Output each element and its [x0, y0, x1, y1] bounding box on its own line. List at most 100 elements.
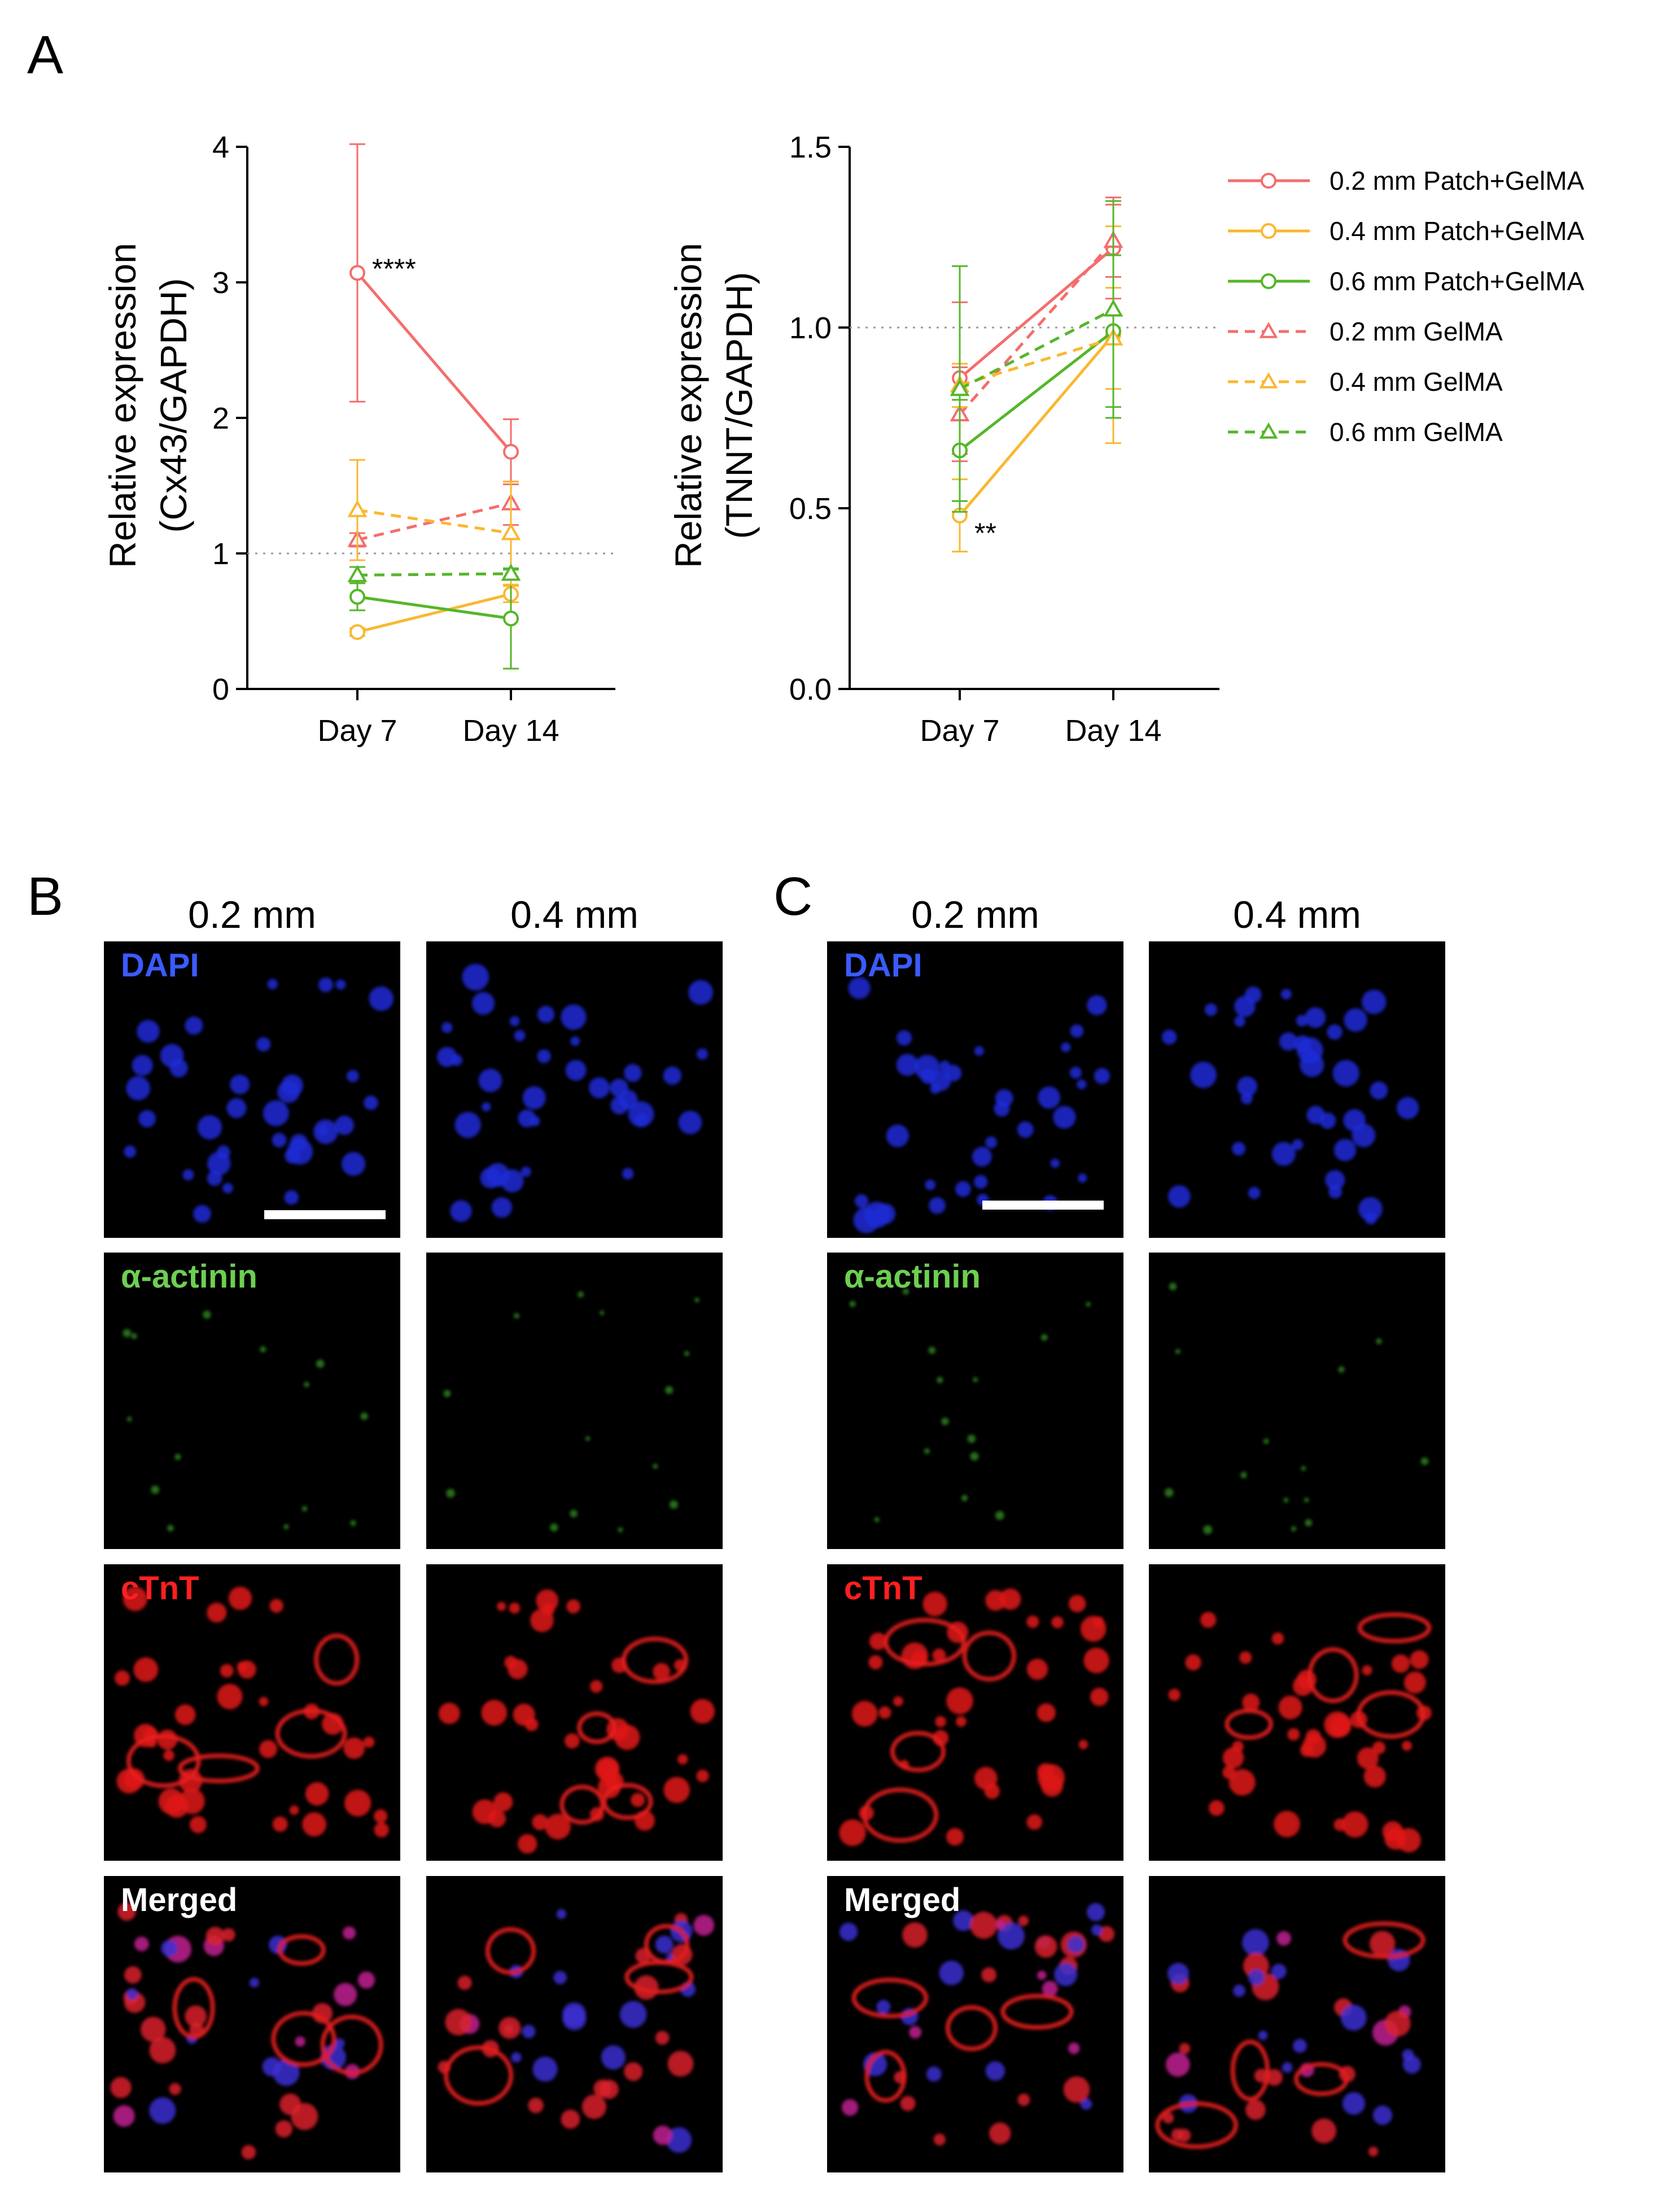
- cell-blob: [344, 1790, 371, 1817]
- cell-blob: [207, 1170, 222, 1186]
- channel-label: cTnT: [844, 1570, 922, 1607]
- cell-outline: [862, 1787, 939, 1843]
- series-line: [959, 330, 1114, 452]
- cell-blob: [305, 1782, 329, 1806]
- cell-blob: [570, 1509, 578, 1518]
- cell-blob: [369, 986, 393, 1011]
- cell-blob: [1078, 1173, 1087, 1183]
- cell-blob: [1185, 1654, 1201, 1671]
- cell-blob: [149, 2097, 176, 2124]
- cell-blob: [124, 1966, 142, 1984]
- micrograph-actinin-2: [1149, 1253, 1445, 1549]
- cell-blob: [869, 1632, 887, 1650]
- cell-signal: [839, 1588, 1109, 1846]
- cell-blob: [222, 1183, 233, 1194]
- cell-blob: [1287, 1728, 1300, 1741]
- legend-label: 0.4 mm GelMA: [1330, 367, 1503, 396]
- cell-blob: [529, 1115, 540, 1127]
- cell-blob: [1245, 2100, 1266, 2120]
- cell-blob: [318, 977, 334, 992]
- series-2: [952, 225, 1121, 553]
- cell-blob: [653, 1663, 671, 1681]
- cell-blob: [655, 1935, 674, 1954]
- cell-blob: [663, 1066, 682, 1085]
- series-6: [950, 200, 1123, 513]
- micrograph-dapi-2: [426, 941, 723, 1238]
- cell-blob: [678, 1110, 702, 1135]
- cell-blob: [589, 1680, 603, 1693]
- cell-blob: [1167, 1185, 1191, 1208]
- cell-blob: [165, 1795, 189, 1818]
- cell-blob: [151, 1485, 160, 1494]
- cell-blob: [955, 1716, 967, 1727]
- y-axis-title-line2: (Cx43/GAPDH): [152, 278, 194, 533]
- cell-blob: [553, 1971, 567, 1984]
- cell-blob: [926, 2066, 942, 2082]
- cell-blob: [939, 1061, 951, 1072]
- cell-blob: [133, 1657, 159, 1682]
- cell-blob: [1280, 989, 1292, 1000]
- cell-blob: [335, 979, 346, 990]
- cell-blob: [1179, 2043, 1191, 2054]
- cell-blob: [937, 1377, 943, 1384]
- cell-blob: [537, 1049, 551, 1063]
- cell-outline: [644, 1923, 690, 1965]
- cell-blob: [995, 1920, 1005, 1930]
- cell-blob: [929, 1197, 946, 1214]
- legend-marker: [1259, 321, 1278, 338]
- cell-blob: [1232, 1142, 1246, 1156]
- channel-label: cTnT: [121, 1570, 199, 1607]
- micrograph-actinin-1: α-actinin: [827, 1253, 1123, 1549]
- cell-blob: [1164, 1488, 1174, 1497]
- cell-blob: [995, 1511, 1004, 1520]
- y-tick-label: 0.5: [789, 492, 832, 526]
- cell-blob: [1077, 1079, 1087, 1089]
- y-tick-label: 1.0: [789, 311, 832, 345]
- cell-blob: [1070, 1024, 1084, 1038]
- data-point: [950, 378, 970, 396]
- cell-blob: [350, 1520, 356, 1526]
- cell-blob: [1301, 1465, 1306, 1471]
- cell-blob: [445, 2009, 472, 2036]
- micrograph-merged-2: [426, 1876, 723, 2172]
- cell-blob: [932, 1648, 946, 1662]
- cell-blob: [694, 1297, 699, 1303]
- cell-blob: [1078, 1739, 1088, 1749]
- y-axis-title-line1: Relative expression: [102, 243, 143, 568]
- data-point: [503, 610, 519, 627]
- channel-label: DAPI: [844, 947, 922, 984]
- cell-blob: [624, 2062, 643, 2081]
- cell-blob: [1410, 1650, 1429, 1669]
- cell-blob: [1311, 2118, 1337, 2144]
- cell-blob: [930, 1070, 951, 1092]
- cell-blob: [849, 1301, 856, 1307]
- cell-blob: [1080, 1616, 1107, 1642]
- cell-blob: [863, 1201, 890, 1228]
- cell-blob: [955, 1181, 971, 1197]
- cell-blob: [295, 2036, 305, 2047]
- cell-blob: [550, 1523, 558, 1532]
- cell-blob: [1363, 1765, 1386, 1788]
- micrograph-dapi-2: [1149, 941, 1445, 1238]
- cell-blob: [1068, 2042, 1080, 2054]
- cell-outline: [864, 2049, 907, 2103]
- cell-blob: [585, 1436, 591, 1441]
- cell-blob: [924, 1448, 930, 1454]
- cell-blob: [126, 1076, 151, 1101]
- micrograph-actinin-2: [426, 1253, 723, 1549]
- cell-blob: [562, 2002, 586, 2026]
- cell-blob: [1342, 2092, 1365, 2115]
- cell-blob: [241, 2145, 256, 2159]
- cell-blob: [1402, 2055, 1421, 2074]
- cell-signal: [123, 1310, 368, 1532]
- cell-blob: [690, 1699, 715, 1724]
- data-point: [349, 588, 365, 605]
- cell-blob: [198, 1115, 222, 1140]
- cell-blob: [126, 1988, 138, 2000]
- cell-blob: [1091, 1924, 1103, 1936]
- cell-blob: [902, 1922, 928, 1948]
- cell-blob: [1292, 1139, 1304, 1150]
- cell-blob: [556, 1909, 567, 1919]
- x-tick-label: Day 7: [920, 714, 999, 748]
- series-line: [959, 334, 1114, 517]
